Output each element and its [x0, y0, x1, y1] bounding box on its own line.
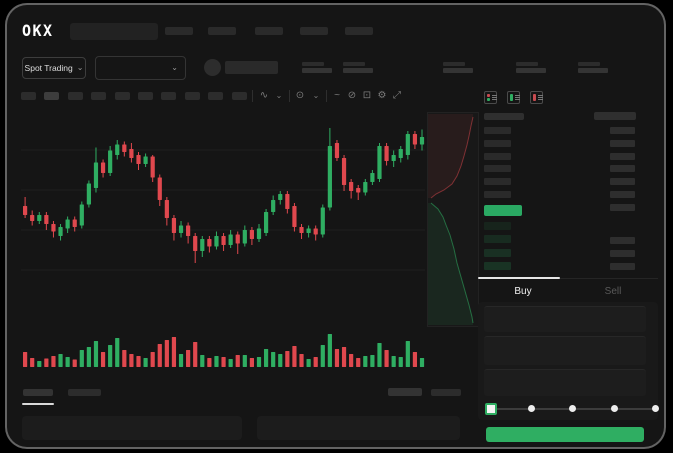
buy-tab-indicator — [478, 277, 560, 279]
draw-tool-icon[interactable]: ⊘ — [347, 90, 357, 101]
app-window: OKX Spot Trading ⌄ ⌄ ∿ ⌄ ⊙ ⌄ ~ ⊘ — [5, 3, 666, 449]
interval-button-skeleton[interactable] — [67, 92, 83, 100]
pair-avatar[interactable] — [204, 59, 221, 76]
stat-value-skeleton — [302, 68, 332, 73]
ask-amount-skeleton — [610, 191, 635, 198]
volume-chart — [23, 334, 425, 367]
slider-stop[interactable] — [527, 405, 535, 412]
stat-label-skeleton — [578, 62, 600, 66]
stat-label-skeleton — [443, 62, 465, 66]
candle-style-icon[interactable]: ∿ — [259, 90, 269, 101]
line-tool-icon[interactable]: ~ — [334, 90, 340, 101]
ask-price-skeleton — [484, 152, 511, 160]
asks-mini-bar — [533, 94, 536, 101]
tab-sell[interactable]: Sell — [604, 286, 622, 297]
indicators-icon[interactable]: ⊙ — [295, 90, 305, 101]
interval-button-skeleton[interactable] — [208, 92, 224, 100]
stat-label-skeleton — [343, 62, 365, 66]
stat-value-skeleton — [516, 68, 546, 73]
bottom-tab-1[interactable] — [23, 389, 53, 396]
ask-amount-skeleton — [610, 165, 635, 173]
bid-price-skeleton — [484, 222, 511, 230]
stat-value-skeleton — [578, 68, 608, 73]
ask-amount-skeleton — [610, 152, 635, 160]
depth-chart — [427, 112, 479, 327]
orderbook-price-header-skeleton — [484, 113, 524, 120]
orderbook-asks-view-icon[interactable] — [530, 91, 543, 104]
tab-divider — [478, 278, 658, 279]
chevron-down-icon: ⌄ — [76, 63, 84, 72]
ask-price-skeleton — [484, 178, 511, 186]
stat-label-skeleton — [302, 62, 324, 66]
bids-mini-bar — [510, 94, 513, 101]
last-amount-skeleton — [610, 204, 635, 211]
nav-item-skeleton[interactable] — [300, 27, 328, 35]
bid-amount-skeleton — [610, 263, 635, 271]
price-input-field[interactable] — [484, 306, 646, 332]
nav-item-skeleton[interactable] — [345, 27, 373, 35]
bottom-input-right[interactable] — [257, 416, 460, 440]
nav-item-skeleton[interactable] — [165, 27, 193, 35]
bid-amount-skeleton — [610, 250, 635, 258]
slider-handle[interactable] — [485, 403, 497, 415]
total-input-field[interactable] — [484, 369, 646, 396]
pair-name-skeleton — [225, 61, 278, 74]
chevron-down-icon: ⌄ — [171, 63, 178, 72]
stat-label-skeleton — [516, 62, 538, 66]
tab-buy[interactable]: Buy — [514, 286, 532, 297]
orderbook-combined-view-icon[interactable] — [484, 91, 497, 104]
interval-button-skeleton[interactable] — [161, 92, 177, 100]
bid-price-skeleton — [484, 261, 511, 270]
chevron-down-icon[interactable]: ⌄ — [275, 91, 283, 100]
bid-price-skeleton — [484, 235, 511, 244]
buy-submit-button[interactable] — [486, 427, 644, 442]
nav-item-skeleton[interactable] — [208, 27, 236, 35]
interval-button-skeleton[interactable] — [184, 92, 200, 100]
bid-price-skeleton — [484, 248, 511, 257]
interval-button-skeleton[interactable] — [44, 92, 60, 100]
stat-value-skeleton — [443, 68, 473, 73]
asks-mini-bar — [487, 94, 490, 97]
bottom-tab-indicator — [22, 403, 54, 405]
nav-item-skeleton[interactable] — [255, 27, 283, 35]
ask-amount-skeleton — [610, 127, 635, 134]
interval-button-skeleton[interactable] — [21, 92, 36, 100]
settings-icon[interactable]: ⚙ — [377, 90, 387, 101]
market-type-dropdown[interactable]: Spot Trading ⌄ — [22, 57, 86, 79]
ask-price-skeleton — [484, 165, 511, 173]
chevron-down-icon[interactable]: ⌄ — [312, 91, 320, 100]
bottom-right-control-2[interactable] — [431, 389, 461, 396]
last-price-badge[interactable] — [484, 205, 522, 216]
orderbook-amount-header-skeleton — [594, 112, 636, 120]
ask-price-skeleton — [484, 127, 511, 134]
bottom-tab-2[interactable] — [68, 389, 101, 396]
ask-price-skeleton — [484, 191, 511, 198]
bottom-input-left[interactable] — [22, 416, 242, 440]
bids-mini-bar — [487, 98, 490, 101]
market-type-label: Spot Trading — [24, 63, 73, 73]
stat-value-skeleton — [343, 68, 373, 73]
bottom-right-control-1[interactable] — [388, 388, 422, 396]
slider-stop[interactable] — [569, 405, 576, 412]
ask-price-skeleton — [484, 139, 511, 147]
search-input[interactable] — [70, 23, 158, 40]
fullscreen-icon[interactable]: ⤢ — [393, 90, 401, 101]
okx-logo[interactable]: OKX — [22, 21, 54, 41]
candlestick-chart — [21, 128, 425, 271]
interval-button-skeleton[interactable] — [138, 92, 153, 100]
amount-input-field[interactable] — [484, 336, 646, 365]
orderbook-bids-view-icon[interactable] — [507, 91, 520, 104]
snapshot-icon[interactable]: ⊡ — [362, 90, 372, 101]
interval-button-skeleton[interactable] — [114, 92, 130, 100]
slider-stop[interactable] — [610, 405, 618, 412]
ask-amount-skeleton — [610, 139, 635, 147]
interval-button-skeleton[interactable] — [231, 92, 247, 100]
bid-amount-skeleton — [610, 237, 635, 244]
interval-button-skeleton[interactable] — [91, 92, 107, 100]
pair-selector-dropdown[interactable]: ⌄ — [95, 56, 186, 80]
slider-stop[interactable] — [652, 405, 659, 412]
ask-amount-skeleton — [610, 178, 635, 186]
